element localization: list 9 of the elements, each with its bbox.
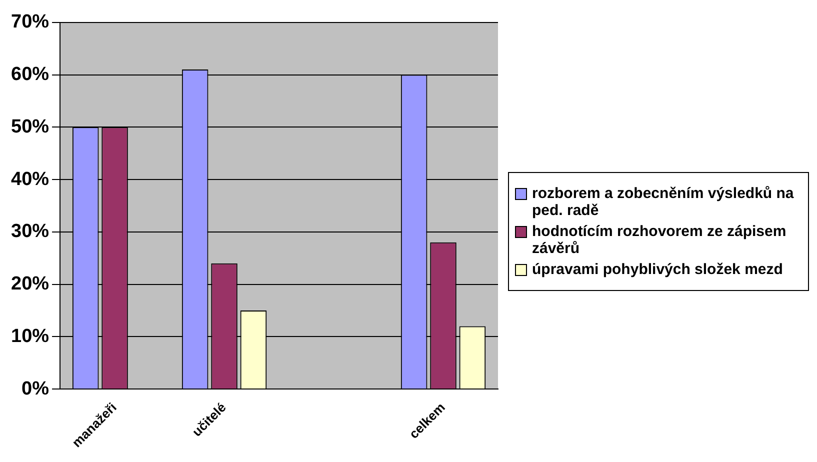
y-tick-label: 50%	[10, 116, 50, 138]
legend-label: úpravami pohyblivých složek mezd	[532, 260, 783, 278]
y-tick-label: 20%	[10, 274, 50, 295]
y-tick-label: 40%	[10, 168, 50, 190]
y-tick-label: 0%	[22, 378, 50, 400]
y-tick-label: 30%	[10, 221, 50, 242]
y-tick-label: 60%	[10, 64, 50, 86]
y-tick-label: 70%	[10, 12, 50, 33]
y-tick-label: 10%	[10, 326, 50, 347]
